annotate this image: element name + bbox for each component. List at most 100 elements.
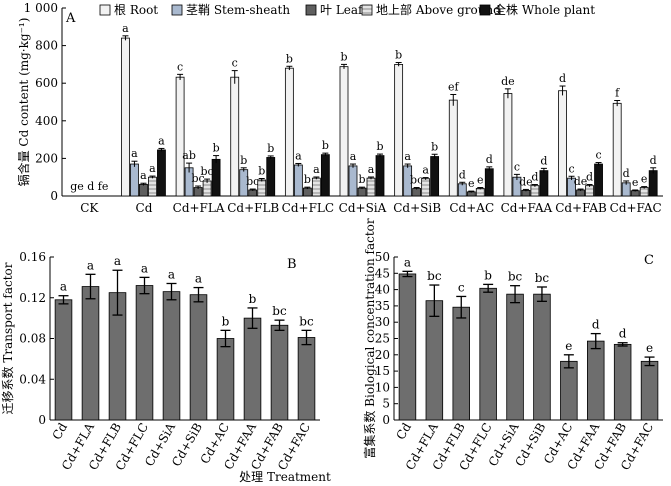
significance-label: b bbox=[395, 49, 402, 62]
y-tick-label: 0 bbox=[38, 413, 46, 427]
significance-label: a bbox=[60, 280, 67, 294]
x-tick-label: Cd+FAB bbox=[555, 201, 607, 215]
significance-label: b bbox=[258, 165, 265, 178]
legend-label: 全株 Whole plant bbox=[494, 2, 595, 17]
bar bbox=[189, 294, 208, 421]
bar bbox=[648, 170, 658, 197]
significance-label: e bbox=[646, 341, 653, 355]
bar bbox=[457, 183, 467, 197]
y-tick-label: 0.08 bbox=[19, 332, 46, 346]
significance-label: a bbox=[149, 162, 156, 175]
significance-label: b bbox=[213, 142, 220, 155]
bar bbox=[270, 324, 289, 421]
significance-label: d bbox=[619, 327, 627, 341]
bar bbox=[157, 149, 166, 197]
bar bbox=[293, 164, 303, 197]
bar bbox=[284, 67, 294, 197]
panel-label: A bbox=[65, 11, 76, 26]
bar bbox=[640, 360, 659, 421]
y-tick-label: 0 bbox=[50, 189, 58, 203]
bar bbox=[539, 170, 549, 197]
significance-label: e bbox=[477, 174, 484, 187]
bar bbox=[639, 187, 649, 197]
y-tick-label: 200 bbox=[35, 151, 58, 165]
y-axis-title: 镉含量 Cd content (mg·kg⁻¹) bbox=[16, 18, 31, 187]
legend: 根 Root 茎鞘 Stem-sheath 叶 Leaf 地上部 Above grou… bbox=[99, 2, 595, 17]
significance-label: de bbox=[501, 75, 515, 88]
significance-label: e bbox=[641, 173, 648, 186]
legend-swatch bbox=[99, 4, 111, 16]
significance-label: d bbox=[540, 154, 547, 167]
bar bbox=[630, 190, 640, 197]
bar bbox=[398, 273, 417, 421]
y-axis-title: 富集系数 Biological concentration factor bbox=[362, 218, 377, 459]
significance-label: de bbox=[519, 175, 533, 188]
bar bbox=[448, 99, 458, 197]
significance-label: bc bbox=[272, 304, 287, 318]
bar bbox=[257, 179, 267, 197]
bar bbox=[585, 185, 594, 197]
x-axis-title: 处理 Treatment bbox=[239, 470, 331, 484]
bar bbox=[162, 291, 181, 421]
y-tick-label: 0.04 bbox=[19, 372, 46, 386]
significance-label: bc bbox=[410, 174, 423, 187]
bar bbox=[243, 317, 262, 421]
significance-label: ef bbox=[448, 80, 460, 93]
x-tick-label: Cd+FLC bbox=[282, 201, 334, 215]
significance-label: a bbox=[141, 261, 148, 275]
bar bbox=[612, 102, 622, 197]
x-tick-label: Cd+FAA bbox=[501, 201, 553, 215]
significance-label: ab bbox=[182, 149, 196, 162]
significance-label: b bbox=[340, 50, 347, 63]
significance-label: c bbox=[177, 60, 183, 73]
x-tick-label: CK bbox=[80, 201, 99, 215]
y-tick-label: 50 bbox=[375, 250, 390, 264]
bar bbox=[202, 180, 212, 197]
legend-label: 茎鞘 Stem-sheath bbox=[186, 3, 290, 17]
legend-swatch bbox=[361, 4, 373, 16]
legend-swatch bbox=[171, 4, 183, 16]
significance-label: a bbox=[295, 149, 302, 162]
y-tick-label: 15 bbox=[375, 364, 390, 378]
bar bbox=[479, 287, 497, 421]
bar bbox=[297, 337, 316, 421]
y-tick-label: 45 bbox=[375, 266, 390, 280]
significance-label: a bbox=[313, 163, 320, 176]
x-tick-label: Cd bbox=[50, 420, 71, 442]
y-tick-label: 40 bbox=[375, 283, 390, 297]
significance-label: d bbox=[459, 168, 466, 181]
y-tick-label: 0.12 bbox=[19, 291, 46, 305]
significance-label: a bbox=[114, 254, 121, 268]
significance-label: a bbox=[368, 163, 375, 176]
bar bbox=[348, 165, 358, 197]
y-tick-label: 10 bbox=[375, 380, 390, 394]
legend-label: 根 Root bbox=[114, 3, 158, 17]
significance-label: a bbox=[158, 134, 165, 147]
bar bbox=[412, 188, 422, 197]
legend-label: 地上部 Above ground bbox=[376, 2, 501, 17]
significance-label: b bbox=[240, 154, 247, 167]
significance-label: e bbox=[632, 176, 639, 189]
y-tick-label: 20 bbox=[375, 348, 390, 362]
bar bbox=[54, 299, 73, 421]
y-tick-label: 600 bbox=[35, 76, 58, 90]
significance-label: bc bbox=[246, 175, 259, 188]
y-tick-label: 35 bbox=[375, 299, 390, 313]
significance-label: a bbox=[404, 255, 411, 269]
bar bbox=[613, 343, 632, 421]
bar bbox=[230, 76, 240, 197]
significance-label: bc bbox=[299, 314, 314, 328]
bar bbox=[425, 300, 444, 421]
bar bbox=[506, 293, 524, 421]
y-tick-label: 30 bbox=[375, 315, 390, 329]
significance-label: a bbox=[422, 164, 429, 177]
bar bbox=[266, 157, 276, 197]
legend-label: 叶 Leaf bbox=[320, 3, 364, 17]
x-tick-label: Cd+FLB bbox=[227, 201, 279, 215]
panel-label: B bbox=[287, 257, 297, 272]
y-tick-label: 5 bbox=[382, 397, 390, 411]
x-tick-label: Cd+SiA bbox=[339, 201, 387, 215]
significance-label: e bbox=[565, 339, 572, 353]
bar bbox=[211, 158, 221, 197]
bar bbox=[530, 185, 540, 197]
